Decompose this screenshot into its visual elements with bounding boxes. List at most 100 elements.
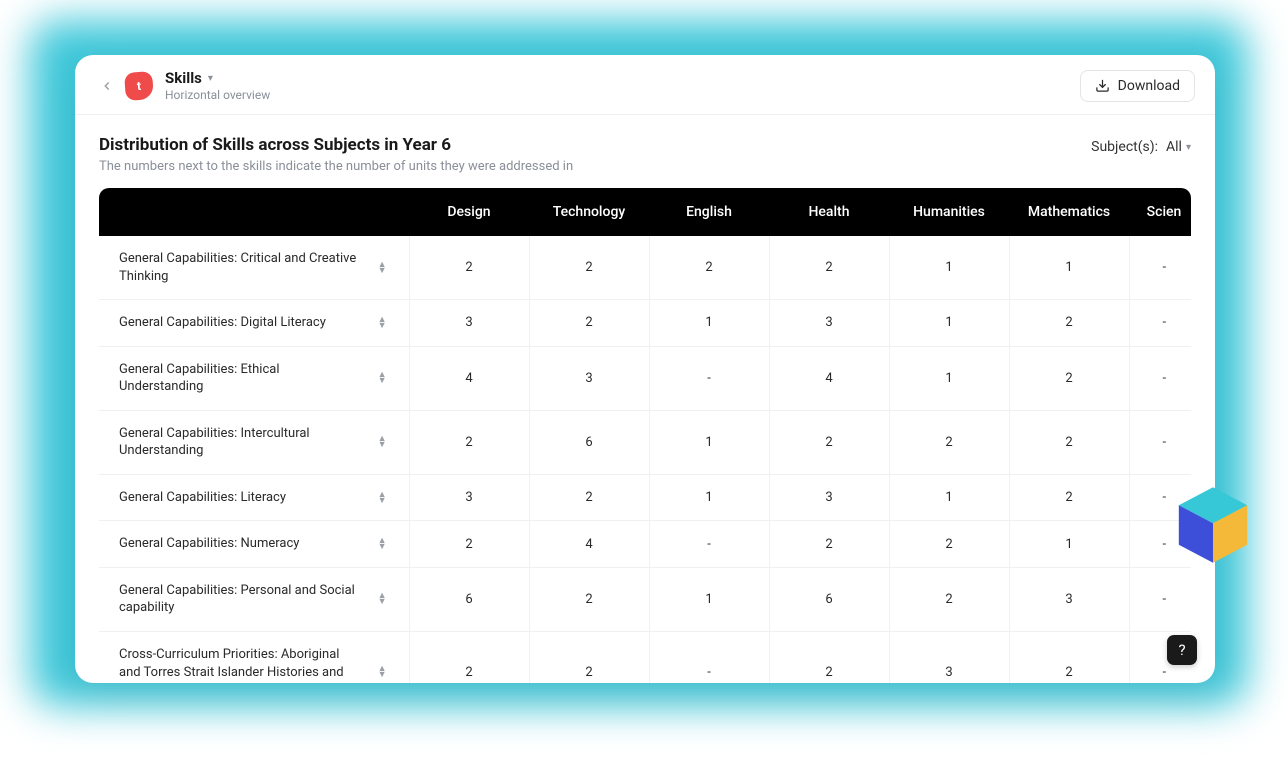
help-icon: ?: [1178, 641, 1185, 659]
skill-cell: General Capabilities: Personal and Socia…: [99, 567, 409, 631]
page-subtitle: Horizontal overview: [165, 88, 270, 102]
sort-handle-icon[interactable]: ▲▼: [378, 593, 387, 605]
table-row: General Capabilities: Literacy▲▼321312-: [99, 474, 1191, 521]
value-cell: 2: [529, 632, 649, 683]
value-cell: -: [649, 632, 769, 683]
value-cell: -: [1129, 236, 1191, 300]
app-logo: t: [124, 71, 154, 101]
skill-cell: General Capabilities: Critical and Creat…: [99, 236, 409, 300]
sort-handle-icon[interactable]: ▲▼: [378, 436, 387, 448]
download-icon: [1095, 78, 1110, 93]
table-row: General Capabilities: Personal and Socia…: [99, 567, 1191, 631]
skill-label: Cross-Curriculum Priorities: Aboriginal …: [119, 646, 359, 683]
column-header[interactable]: Humanities: [889, 188, 1009, 236]
help-button[interactable]: ?: [1167, 635, 1197, 665]
value-cell: 1: [649, 474, 769, 521]
value-cell: 3: [769, 300, 889, 347]
value-cell: 2: [769, 521, 889, 568]
column-header[interactable]: Technology: [529, 188, 649, 236]
value-cell: 1: [649, 300, 769, 347]
skill-cell: General Capabilities: Numeracy ▲▼: [99, 521, 409, 568]
column-header[interactable]: Scien: [1129, 188, 1191, 236]
value-cell: -: [649, 346, 769, 410]
value-cell: 6: [409, 567, 529, 631]
value-cell: 2: [529, 300, 649, 347]
skills-table: DesignTechnologyEnglishHealthHumanitiesM…: [99, 188, 1191, 683]
chevron-down-icon: ▾: [208, 73, 213, 84]
value-cell: -: [1129, 474, 1191, 521]
value-cell: 1: [889, 474, 1009, 521]
skills-table-wrap: DesignTechnologyEnglishHealthHumanitiesM…: [99, 188, 1191, 683]
back-button[interactable]: [95, 74, 119, 98]
value-cell: 2: [1009, 632, 1129, 683]
value-cell: 1: [889, 236, 1009, 300]
value-cell: 2: [769, 236, 889, 300]
value-cell: 1: [1009, 236, 1129, 300]
value-cell: 1: [649, 567, 769, 631]
heading-bar: Distribution of Skills across Subjects i…: [75, 115, 1215, 188]
skill-cell: General Capabilities: Ethical Understand…: [99, 346, 409, 410]
value-cell: 2: [1009, 300, 1129, 347]
corner-header: [99, 188, 409, 236]
value-cell: 4: [529, 521, 649, 568]
sort-handle-icon[interactable]: ▲▼: [378, 317, 387, 329]
sort-handle-icon[interactable]: ▲▼: [378, 666, 387, 678]
filter-value: All: [1166, 139, 1182, 155]
topbar: t Skills ▾ Horizontal overview Download: [75, 55, 1215, 115]
download-button[interactable]: Download: [1080, 70, 1195, 102]
title-block: Skills ▾ Horizontal overview: [165, 69, 270, 102]
value-cell: 3: [889, 632, 1009, 683]
value-cell: -: [1129, 410, 1191, 474]
value-cell: 2: [409, 236, 529, 300]
value-cell: 1: [889, 300, 1009, 347]
table-row: General Capabilities: Digital Literacy ▲▼…: [99, 300, 1191, 347]
value-cell: 2: [769, 632, 889, 683]
value-cell: 2: [409, 632, 529, 683]
value-cell: 3: [409, 474, 529, 521]
value-cell: 2: [409, 410, 529, 474]
table-row: General Capabilities: Numeracy▲▼24-221-: [99, 521, 1191, 568]
column-header[interactable]: Design: [409, 188, 529, 236]
column-header[interactable]: Mathematics: [1009, 188, 1129, 236]
sort-handle-icon[interactable]: ▲▼: [378, 262, 387, 274]
value-cell: 4: [409, 346, 529, 410]
chevron-down-icon: ▾: [1186, 142, 1191, 153]
skill-label: General Capabilities: Ethical Understand…: [119, 361, 359, 396]
value-cell: 2: [889, 521, 1009, 568]
value-cell: 4: [769, 346, 889, 410]
value-cell: 2: [1009, 474, 1129, 521]
value-cell: 2: [1009, 410, 1129, 474]
sort-handle-icon[interactable]: ▲▼: [378, 492, 387, 504]
skill-cell: General Capabilities: Digital Literacy ▲▼: [99, 300, 409, 347]
column-header[interactable]: English: [649, 188, 769, 236]
value-cell: 1: [649, 410, 769, 474]
skill-label: General Capabilities: Personal and Socia…: [119, 582, 359, 617]
value-cell: 2: [529, 236, 649, 300]
value-cell: 2: [529, 474, 649, 521]
value-cell: 1: [889, 346, 1009, 410]
value-cell: -: [1129, 567, 1191, 631]
chevron-left-icon: [100, 79, 114, 93]
filter-label: Subject(s):: [1091, 139, 1158, 155]
skill-label: General Capabilities: Digital Literacy: [119, 314, 326, 332]
table-row: General Capabilities: Critical and Creat…: [99, 236, 1191, 300]
value-cell: -: [649, 521, 769, 568]
sort-handle-icon[interactable]: ▲▼: [378, 538, 387, 550]
value-cell: 2: [649, 236, 769, 300]
table-row: Cross-Curriculum Priorities: Aboriginal …: [99, 632, 1191, 683]
table-row: General Capabilities: Ethical Understand…: [99, 346, 1191, 410]
skill-cell: General Capabilities: Intercultural Unde…: [99, 410, 409, 474]
skill-label: General Capabilities: Numeracy: [119, 535, 299, 553]
skill-label: General Capabilities: Intercultural Unde…: [119, 425, 359, 460]
filter-value-dropdown[interactable]: All ▾: [1166, 139, 1191, 155]
value-cell: 2: [1009, 346, 1129, 410]
value-cell: 2: [889, 410, 1009, 474]
skill-cell: General Capabilities: Literacy▲▼: [99, 474, 409, 521]
sort-handle-icon[interactable]: ▲▼: [378, 372, 387, 384]
column-header[interactable]: Health: [769, 188, 889, 236]
value-cell: 3: [529, 346, 649, 410]
value-cell: 2: [889, 567, 1009, 631]
value-cell: 3: [409, 300, 529, 347]
title-dropdown[interactable]: Skills ▾: [165, 69, 270, 87]
skill-cell: Cross-Curriculum Priorities: Aboriginal …: [99, 632, 409, 683]
